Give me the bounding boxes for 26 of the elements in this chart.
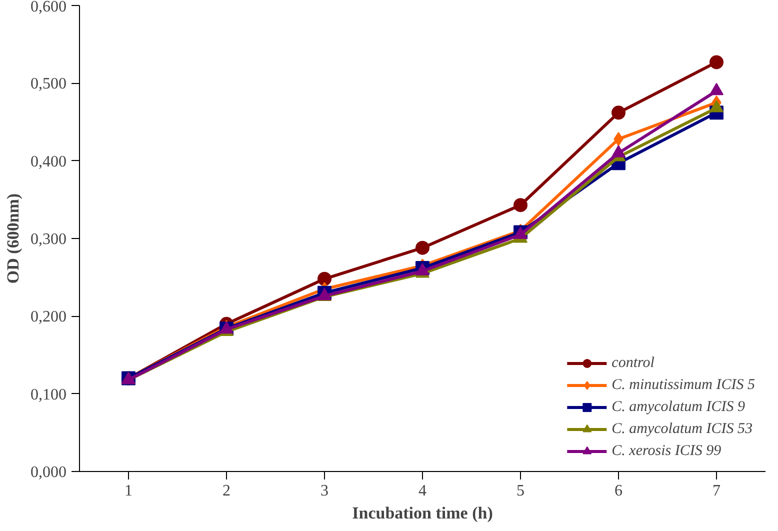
y-tick-label: 0,300 bbox=[30, 231, 66, 248]
point bbox=[416, 240, 430, 255]
legend-label: C. amycolatum ICIS 53 bbox=[612, 420, 752, 438]
y-tick-label: 0,100 bbox=[30, 386, 66, 404]
point bbox=[612, 106, 626, 120]
x-tick-label: 6 bbox=[614, 482, 622, 500]
y-tick-label: 0,400 bbox=[30, 153, 66, 170]
x-tick-label: 1 bbox=[124, 482, 132, 500]
x-tick-label: 7 bbox=[712, 482, 720, 500]
x-axis-title: Incubation time (h) bbox=[352, 504, 493, 522]
x-tick-label: 5 bbox=[516, 482, 524, 500]
legend-label: C. xerosis ICIS 99 bbox=[612, 442, 722, 460]
x-tick-label: 2 bbox=[222, 482, 230, 500]
point bbox=[710, 55, 724, 70]
legend-label: C. amycolatum ICIS 9 bbox=[612, 398, 745, 416]
y-tick-label: 0,500 bbox=[30, 76, 66, 93]
legend-label: C. minutissimum ICIS 5 bbox=[612, 376, 755, 394]
x-tick-label: 4 bbox=[418, 482, 426, 500]
y-tick-label: 0,000 bbox=[30, 464, 66, 481]
point bbox=[318, 272, 332, 286]
legend-label: control bbox=[612, 354, 654, 372]
point bbox=[514, 198, 528, 212]
x-tick-label: 3 bbox=[320, 482, 328, 500]
y-tick-label: 0,600 bbox=[30, 0, 66, 16]
y-axis-title: OD (600nm) bbox=[4, 193, 22, 284]
y-tick-label: 0,200 bbox=[30, 308, 66, 326]
